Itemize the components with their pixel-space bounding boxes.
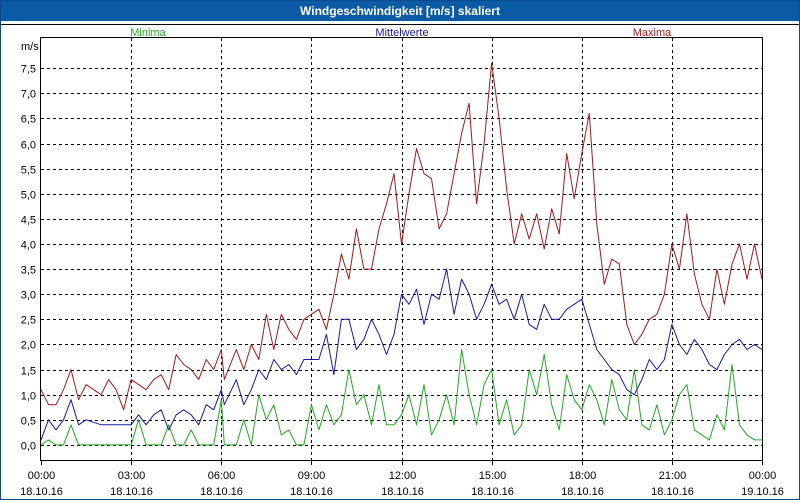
y-tick-label: 3,0 [21, 290, 36, 302]
plot-area [40, 37, 763, 461]
x-axis: 00:00 18.10.16 03:00 18.10.16 06:00 18.10.16 0… [20, 460, 784, 498]
y-tick-label: 1,0 [21, 391, 36, 403]
y-tick-label: 0,5 [21, 416, 36, 428]
series-line-mittelwerte [40, 268, 763, 441]
y-axis-label: m/s [21, 41, 39, 53]
gridlines [41, 38, 762, 460]
y-tick-label: 6,5 [21, 114, 36, 126]
x-tick-time: 18:00 [569, 470, 597, 482]
y-tick-label: 5,0 [21, 190, 36, 202]
x-tick-time: 15:00 [479, 470, 507, 482]
legend-mittelwerte: Mittelwerte [375, 27, 428, 39]
series-line-minima [40, 349, 762, 446]
y-tick-label: 0,0 [21, 441, 36, 453]
y-tick-label: 5,5 [21, 165, 36, 177]
x-tick-date: 18.10.16 [20, 486, 63, 498]
chart-title: Windgeschwindigkeit [m/s] skaliert [1, 1, 799, 21]
y-tick-label: 2,5 [21, 315, 36, 327]
y-tick-label: 7,5 [21, 64, 36, 76]
x-tick-date: 18.10.16 [381, 486, 424, 498]
x-tick-time: 00:00 [28, 470, 56, 482]
x-tick-date: 19.10.16 [741, 486, 784, 498]
y-tick-label: 4,5 [21, 215, 36, 227]
y-tick-label: 2,0 [21, 340, 36, 352]
x-tick-date: 18.10.16 [651, 486, 694, 498]
legend-minima: Minima [130, 27, 166, 39]
x-tick-date: 18.10.16 [290, 486, 333, 498]
y-tick-label: 3,5 [21, 265, 36, 277]
x-tick-date: 18.10.16 [110, 486, 153, 498]
series-group [40, 62, 763, 446]
y-tick-label: 6,0 [21, 140, 36, 152]
legend-maxima: Maxima [633, 27, 672, 39]
x-tick-time: 21:00 [659, 470, 687, 482]
y-tick-label: 4,0 [21, 240, 36, 252]
x-tick-time: 09:00 [298, 470, 326, 482]
x-tick-time: 03:00 [118, 470, 146, 482]
y-tick-label: 1,5 [21, 366, 36, 378]
x-tick-date: 18.10.16 [471, 486, 514, 498]
y-axis: m/s 0,0 0,5 1,0 1,5 2,0 2,5 3,0 3,5 4,0 4,5 5,0 5,5… [21, 41, 40, 453]
x-tick-time: 12:00 [389, 470, 417, 482]
x-tick-time: 06:00 [208, 470, 236, 482]
series-line-maxima [40, 62, 763, 411]
x-tick-time: 00:00 [749, 470, 777, 482]
y-tick-label: 7,0 [21, 89, 36, 101]
x-tick-date: 18.10.16 [200, 486, 243, 498]
x-tick-date: 18.10.16 [561, 486, 604, 498]
legend: Minima Mittelwerte Maxima [130, 27, 672, 39]
